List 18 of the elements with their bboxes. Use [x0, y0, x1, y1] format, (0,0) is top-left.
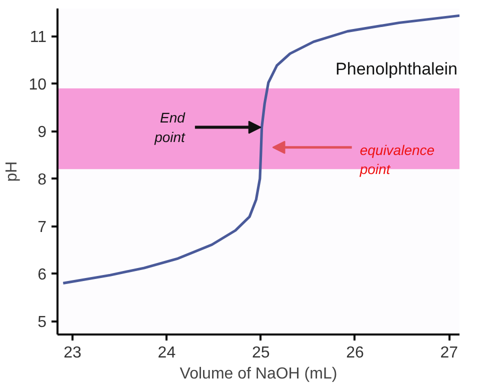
annotation: equivalence point	[358, 142, 435, 177]
band-label: Phenolphthalein	[336, 59, 458, 78]
y-tick-label: 10	[28, 76, 47, 94]
x-tick-label: 23	[64, 344, 82, 362]
x-tick-label: 25	[252, 344, 270, 362]
y-tick-label: 8	[38, 172, 47, 189]
y-tick-label: 5	[38, 314, 47, 332]
line-series	[62, 14, 460, 284]
x-tick-label: 24	[158, 344, 176, 362]
x-axis-title: Volume of NaOH (mL)	[180, 366, 338, 382]
y-tick-label: 7	[38, 219, 47, 236]
y-tick-label: 11	[30, 29, 47, 46]
x-tick-label: 27	[440, 344, 458, 362]
y-axis-title: pH	[4, 161, 21, 182]
y-tick-label: 6	[38, 266, 47, 284]
annotation: End point	[154, 110, 186, 145]
y-tick-label: 9	[38, 124, 47, 142]
x-tick-label: 26	[346, 344, 364, 362]
